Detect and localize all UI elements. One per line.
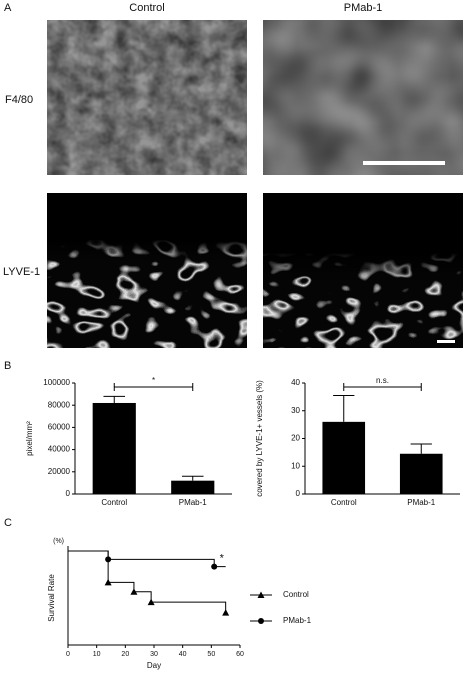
marker <box>104 578 112 586</box>
x-tick-label: 10 <box>93 651 101 658</box>
y-tick-label: 10 <box>291 461 300 470</box>
x-tick-label: 20 <box>121 651 129 658</box>
column-label: PMab-1 <box>344 2 383 14</box>
y-axis-label: pixel/mm² <box>25 421 34 456</box>
x-tick-label: 30 <box>150 651 158 658</box>
x-tick-label: 40 <box>179 651 187 658</box>
micrograph <box>263 20 463 175</box>
significance: * <box>220 553 225 565</box>
bar <box>171 480 215 494</box>
y-unit: (%) <box>53 538 64 545</box>
significance: n.s. <box>376 376 389 385</box>
row-label: LYVE-1 <box>3 266 40 278</box>
survival-line <box>68 550 226 568</box>
y-tick-label: 0 <box>296 489 301 498</box>
x-tick-label: Control <box>331 498 357 507</box>
y-axis-label: Survival Rate <box>47 574 56 622</box>
survival-line <box>68 550 227 613</box>
y-tick-label: 30 <box>291 406 300 415</box>
micrograph <box>47 193 247 348</box>
marker <box>257 591 265 598</box>
y-tick-label: 100000 <box>43 378 70 387</box>
column-label: Control <box>129 2 164 14</box>
y-tick-label: 40 <box>291 378 300 387</box>
x-tick-label: 0 <box>66 651 70 658</box>
y-tick-label: 80000 <box>48 400 71 409</box>
y-tick-label: 60000 <box>48 423 71 432</box>
significance: * <box>152 376 155 385</box>
x-tick-label: PMab-1 <box>179 498 208 507</box>
y-axis-label: covered by LYVE-1+ vessels (%) <box>255 380 264 497</box>
panel-label: B <box>4 360 11 372</box>
bar <box>92 402 136 494</box>
marker <box>105 556 112 563</box>
marker <box>211 563 218 570</box>
legend-label: PMab-1 <box>283 616 312 625</box>
x-tick-label: 50 <box>207 651 215 658</box>
bar <box>322 421 366 494</box>
bar <box>399 453 443 494</box>
micrograph <box>263 193 463 393</box>
x-tick-label: PMab-1 <box>407 498 436 507</box>
y-tick-label: 40000 <box>48 445 71 454</box>
y-tick-label: 20 <box>291 434 300 443</box>
panel-label: C <box>4 517 12 529</box>
x-axis-label: Day <box>147 661 161 670</box>
marker <box>130 588 138 595</box>
marker <box>147 598 155 606</box>
x-tick-label: 60 <box>236 651 244 658</box>
row-label: F4/80 <box>5 94 33 106</box>
y-tick-label: 0 <box>66 489 71 498</box>
marker <box>258 618 264 624</box>
marker <box>222 609 230 616</box>
y-tick-label: 20000 <box>48 467 71 476</box>
panel-label: A <box>4 2 12 14</box>
legend-label: Control <box>283 590 309 599</box>
micrograph <box>47 20 247 175</box>
x-tick-label: Control <box>101 498 127 507</box>
